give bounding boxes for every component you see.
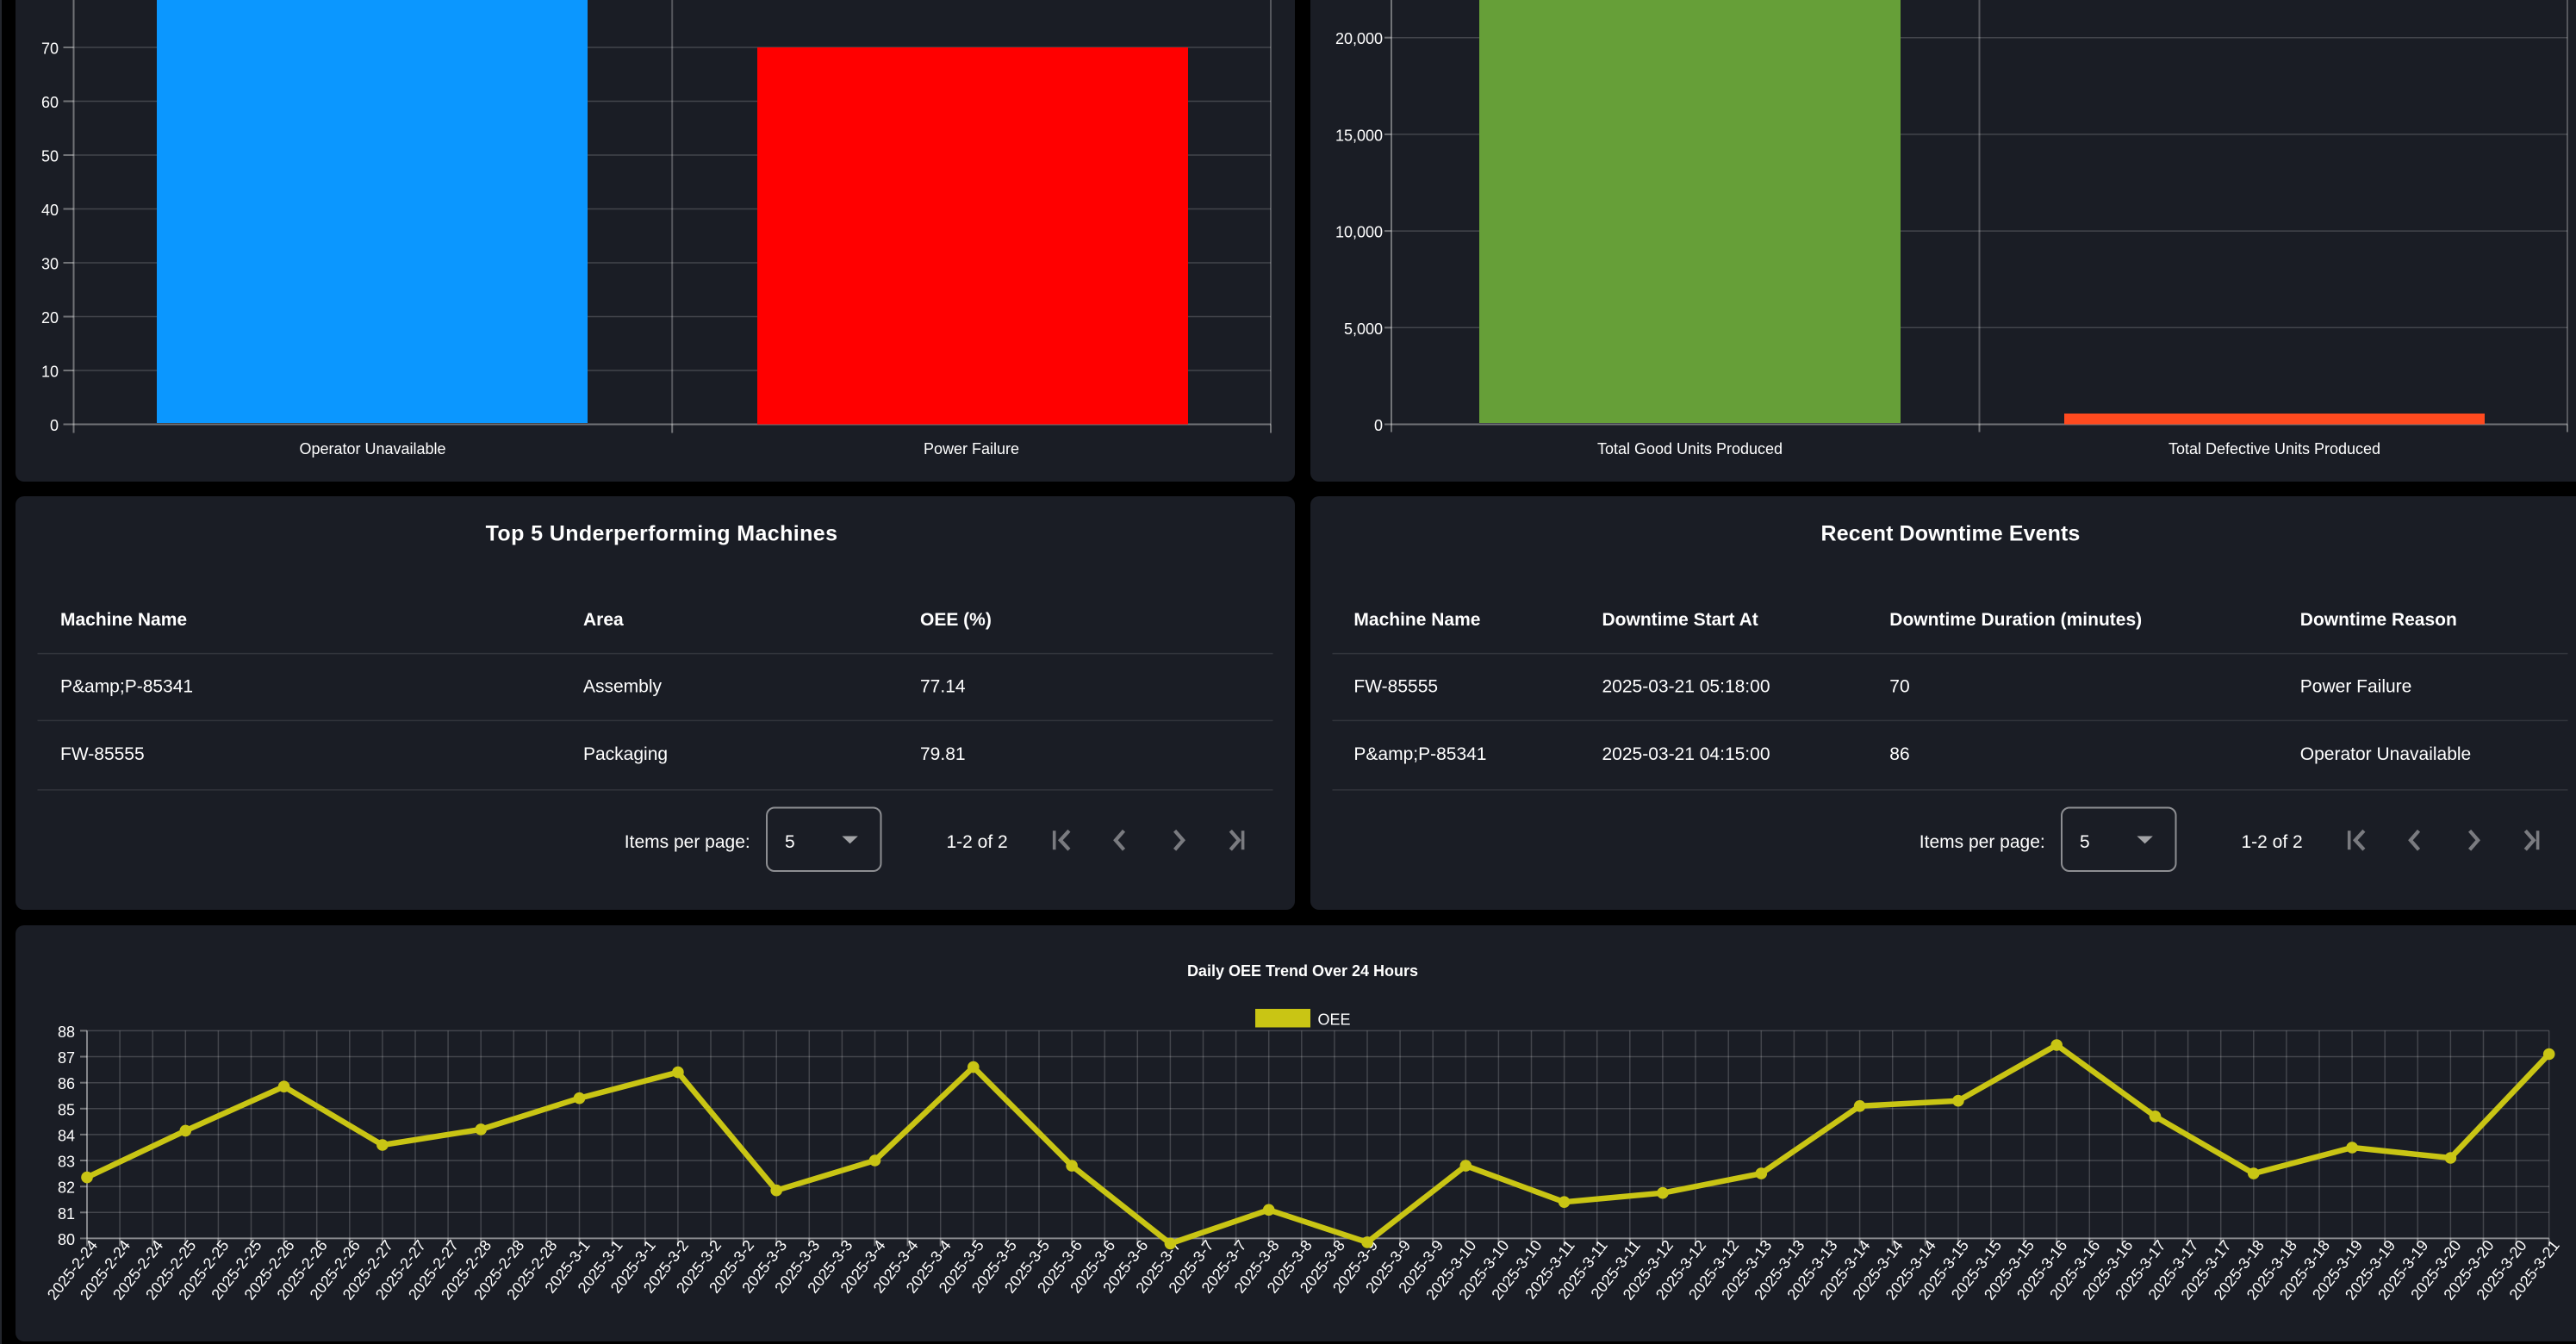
- svg-text:OEE (%): OEE (%): [920, 610, 992, 630]
- svg-text:Downtime Start At: Downtime Start At: [1602, 610, 1758, 630]
- svg-text:30: 30: [41, 256, 59, 273]
- svg-text:1-2 of 2: 1-2 of 2: [947, 832, 1008, 852]
- svg-text:Daily OEE Trend Over 24 Hours: Daily OEE Trend Over 24 Hours: [1187, 962, 1418, 980]
- svg-text:Machine Name: Machine Name: [60, 610, 187, 630]
- svg-text:P&amp;P-85341: P&amp;P-85341: [1353, 744, 1486, 764]
- svg-text:15,000: 15,000: [1335, 127, 1383, 144]
- svg-text:88: 88: [58, 1024, 75, 1041]
- svg-text:40: 40: [41, 202, 59, 219]
- svg-text:5: 5: [2080, 832, 2090, 852]
- svg-text:FW-85555: FW-85555: [1353, 677, 1438, 697]
- svg-text:Top 5 Underperforming Machines: Top 5 Underperforming Machines: [486, 522, 838, 546]
- svg-text:Total Defective Units Produced: Total Defective Units Produced: [2168, 440, 2380, 457]
- svg-text:82: 82: [58, 1179, 75, 1197]
- svg-text:Assembly: Assembly: [583, 677, 663, 697]
- svg-text:5: 5: [785, 832, 795, 852]
- svg-text:2025-03-21 04:15:00: 2025-03-21 04:15:00: [1602, 744, 1770, 764]
- svg-text:0: 0: [50, 417, 59, 434]
- svg-text:0: 0: [1374, 417, 1383, 434]
- svg-text:Recent Downtime Events: Recent Downtime Events: [1821, 522, 2081, 546]
- svg-text:79.81: 79.81: [920, 744, 966, 764]
- svg-text:FW-85555: FW-85555: [60, 744, 145, 764]
- svg-text:50: 50: [41, 148, 59, 165]
- svg-text:Packaging: Packaging: [583, 744, 668, 764]
- svg-text:81: 81: [58, 1205, 75, 1223]
- svg-text:Machine Name: Machine Name: [1353, 610, 1480, 630]
- svg-text:Power Failure: Power Failure: [924, 440, 1019, 457]
- svg-text:10,000: 10,000: [1335, 224, 1383, 241]
- svg-text:70: 70: [1889, 677, 1909, 697]
- svg-text:83: 83: [58, 1154, 75, 1171]
- svg-text:70: 70: [41, 40, 59, 58]
- svg-text:10: 10: [41, 364, 59, 381]
- svg-text:20,000: 20,000: [1335, 30, 1383, 47]
- svg-text:Total Good Units Produced: Total Good Units Produced: [1597, 440, 1783, 457]
- svg-text:Items per page:: Items per page:: [625, 832, 750, 852]
- svg-text:20: 20: [41, 309, 59, 327]
- svg-text:85: 85: [58, 1101, 75, 1118]
- svg-text:Power Failure: Power Failure: [2300, 677, 2412, 697]
- svg-text:86: 86: [1889, 744, 1909, 764]
- svg-text:86: 86: [58, 1075, 75, 1092]
- svg-text:80: 80: [41, 0, 59, 3]
- svg-text:Items per page:: Items per page:: [1920, 832, 2045, 852]
- svg-text:1-2 of 2: 1-2 of 2: [2242, 832, 2303, 852]
- svg-text:84: 84: [58, 1127, 75, 1144]
- svg-text:87: 87: [58, 1049, 75, 1067]
- svg-text:2025-03-21 05:18:00: 2025-03-21 05:18:00: [1602, 677, 1770, 697]
- svg-text:5,000: 5,000: [1344, 320, 1383, 338]
- svg-text:77.14: 77.14: [920, 677, 966, 697]
- svg-text:OEE: OEE: [1318, 1011, 1351, 1029]
- svg-text:Operator Unavailable: Operator Unavailable: [299, 440, 445, 457]
- svg-text:P&amp;P-85341: P&amp;P-85341: [60, 677, 193, 697]
- svg-text:Downtime Duration (minutes): Downtime Duration (minutes): [1889, 610, 2142, 630]
- svg-text:60: 60: [41, 94, 59, 111]
- svg-text:Area: Area: [583, 610, 624, 630]
- svg-text:Downtime Reason: Downtime Reason: [2300, 610, 2457, 630]
- svg-text:80: 80: [58, 1231, 75, 1248]
- svg-text:Operator Unavailable: Operator Unavailable: [2300, 744, 2471, 764]
